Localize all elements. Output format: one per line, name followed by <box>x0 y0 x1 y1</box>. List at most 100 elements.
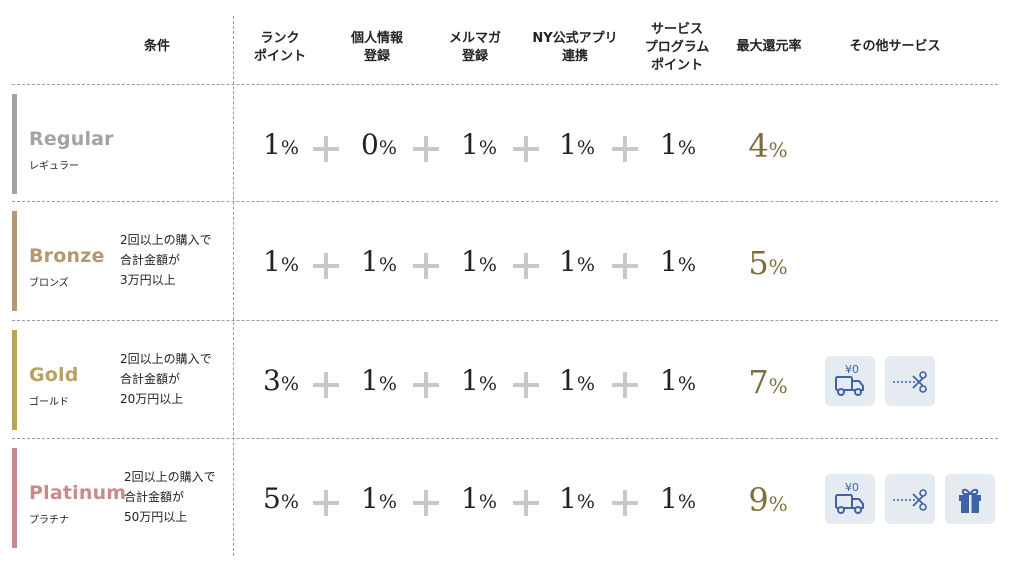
point-rate: 1% <box>349 364 409 397</box>
point-rate: 1% <box>251 245 311 278</box>
percent-unit: % <box>280 137 299 159</box>
tier-color-bar <box>12 94 17 194</box>
point-rate: 1% <box>648 128 708 161</box>
row-divider <box>12 320 998 321</box>
max-rate: 4% <box>733 127 803 165</box>
point-rate-value: 1 <box>263 128 281 161</box>
plus-icon <box>313 372 339 398</box>
plus-icon <box>413 253 439 279</box>
percent-unit: % <box>280 373 299 395</box>
percent-unit: % <box>280 254 299 276</box>
tier-color-bar <box>12 448 17 548</box>
percent-unit: % <box>478 137 497 159</box>
point-rate: 1% <box>449 128 509 161</box>
header-max-rate: 最大還元率 <box>736 39 802 54</box>
percent-unit: % <box>677 373 696 395</box>
point-rate: 3% <box>251 364 311 397</box>
percent-unit: % <box>378 137 397 159</box>
point-rate-value: 3 <box>263 364 281 397</box>
free-shipping-truck-icon: ¥0 <box>825 356 875 406</box>
plus-icon <box>612 490 638 516</box>
point-rate: 1% <box>648 482 708 515</box>
point-rate: 1% <box>648 245 708 278</box>
row-divider <box>12 84 998 85</box>
point-rate: 1% <box>547 482 607 515</box>
plus-icon <box>612 136 638 162</box>
plus-icon <box>612 253 638 279</box>
point-rate: 5% <box>251 482 311 515</box>
point-rate-value: 1 <box>461 364 479 397</box>
max-rate-value: 9 <box>748 481 769 519</box>
tier-condition: 2回以上の購入で 合計金額が 50万円以上 <box>124 470 216 524</box>
point-rate: 1% <box>449 245 509 278</box>
max-rate-value: 7 <box>748 363 769 401</box>
percent-unit: % <box>478 254 497 276</box>
yen-label: ¥0 <box>845 481 859 494</box>
max-rate: 7% <box>733 363 803 401</box>
max-rate-value: 4 <box>748 127 769 165</box>
max-rate: 5% <box>733 244 803 282</box>
percent-unit: % <box>677 254 696 276</box>
tier-condition: 2回以上の購入で 合計金額が 20万円以上 <box>120 352 212 406</box>
point-rate-value: 1 <box>461 482 479 515</box>
plus-icon <box>313 490 339 516</box>
point-rate: 1% <box>547 245 607 278</box>
point-rate-value: 1 <box>461 245 479 278</box>
tier-color-bar <box>12 211 17 311</box>
plus-icon <box>313 136 339 162</box>
row-divider <box>12 438 998 439</box>
header-rank-point: ランク ポイント <box>253 31 306 64</box>
percent-unit: % <box>768 492 788 516</box>
plus-icon <box>513 490 539 516</box>
point-rate: 0% <box>349 128 409 161</box>
header-service-program: サービス プログラム ポイント <box>644 22 710 73</box>
point-rate: 1% <box>648 364 708 397</box>
coupon-scissors-icon <box>885 356 935 406</box>
tier-kana: ゴールド <box>29 397 69 408</box>
header-personal-info: 個人情報 登録 <box>350 31 403 64</box>
header-condition: 条件 <box>143 39 170 54</box>
tier-name: Platinum <box>29 482 127 504</box>
percent-unit: % <box>378 491 397 513</box>
point-rate-value: 1 <box>361 245 379 278</box>
tier-kana: ブロンズ <box>29 278 69 289</box>
point-rate-value: 1 <box>660 128 678 161</box>
percent-unit: % <box>677 137 696 159</box>
plus-icon <box>513 136 539 162</box>
tier-color-bar <box>12 330 17 430</box>
point-rate: 1% <box>449 364 509 397</box>
header-ny-app: NY公式アプリ 連携 <box>532 31 618 64</box>
point-rate: 1% <box>349 482 409 515</box>
percent-unit: % <box>576 254 595 276</box>
percent-unit: % <box>378 373 397 395</box>
percent-unit: % <box>576 373 595 395</box>
plus-icon <box>313 253 339 279</box>
tier-kana: プラチナ <box>29 515 69 526</box>
point-rate-value: 1 <box>263 245 281 278</box>
coupon-scissors-icon <box>885 474 935 524</box>
plus-icon <box>413 490 439 516</box>
free-shipping-truck-icon: ¥0 <box>825 474 875 524</box>
percent-unit: % <box>768 374 788 398</box>
point-rate: 1% <box>547 128 607 161</box>
point-rate-value: 1 <box>559 364 577 397</box>
plus-icon <box>612 372 638 398</box>
point-rate: 1% <box>251 128 311 161</box>
plus-icon <box>413 372 439 398</box>
tier-kana: レギュラー <box>29 161 79 172</box>
max-rate-value: 5 <box>748 244 769 282</box>
column-divider <box>233 16 234 556</box>
point-rate-value: 0 <box>361 128 379 161</box>
percent-unit: % <box>768 138 788 162</box>
max-rate: 9% <box>733 481 803 519</box>
percent-unit: % <box>280 491 299 513</box>
point-rate-value: 1 <box>559 245 577 278</box>
tier-condition: 2回以上の購入で 合計金額が 3万円以上 <box>120 233 212 287</box>
percent-unit: % <box>576 137 595 159</box>
plus-icon <box>513 253 539 279</box>
point-rate-value: 1 <box>361 482 379 515</box>
percent-unit: % <box>478 373 497 395</box>
point-rate-value: 1 <box>559 128 577 161</box>
